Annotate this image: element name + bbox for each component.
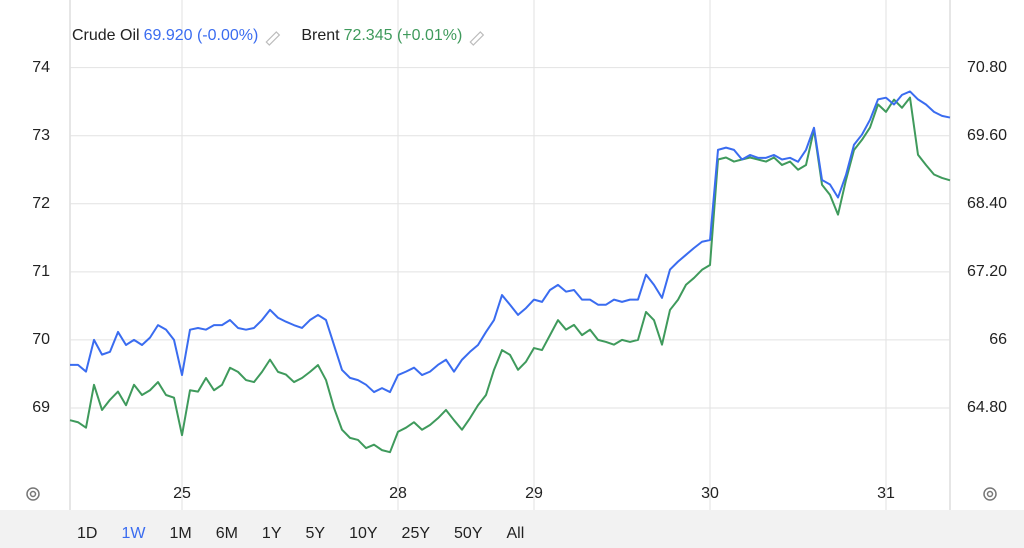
- range-button[interactable]: 1D: [77, 525, 97, 542]
- legend-value[interactable]: 69.920 (-0.00%): [144, 27, 259, 44]
- x-tick-label: 30: [701, 485, 719, 502]
- y2-tick-label: 66: [989, 331, 1007, 348]
- legend-value[interactable]: 72.345 (+0.01%): [344, 27, 463, 44]
- edit-icon[interactable]: [469, 31, 485, 46]
- x-tick-label: 29: [525, 485, 543, 502]
- series-line: [70, 90, 951, 394]
- legend-name[interactable]: Crude Oil: [72, 27, 140, 44]
- range-button[interactable]: All: [506, 525, 524, 542]
- range-button[interactable]: 1W: [121, 525, 146, 542]
- settings-icon[interactable]: [26, 487, 40, 501]
- y-tick-label: 69: [32, 399, 50, 416]
- range-button[interactable]: 1M: [169, 525, 191, 542]
- range-button[interactable]: 10Y: [349, 525, 378, 542]
- y2-tick-label: 64.80: [967, 399, 1007, 416]
- y2-tick-label: 68.40: [967, 195, 1007, 212]
- y2-tick-label: 70.80: [967, 59, 1007, 76]
- y2-tick-label: 69.60: [967, 127, 1007, 144]
- range-button[interactable]: 5Y: [306, 525, 326, 542]
- range-button[interactable]: 25Y: [402, 525, 431, 542]
- x-tick-label: 25: [173, 485, 191, 502]
- y-tick-label: 72: [32, 195, 50, 212]
- range-button[interactable]: 1Y: [262, 525, 282, 542]
- x-tick-label: 28: [389, 485, 407, 502]
- range-button[interactable]: 50Y: [454, 525, 483, 542]
- legend-name[interactable]: Brent: [301, 27, 340, 44]
- y2-tick-label: 67.20: [967, 263, 1007, 280]
- range-button[interactable]: 6M: [216, 525, 238, 542]
- x-tick-label: 31: [877, 485, 895, 502]
- edit-icon[interactable]: [265, 31, 281, 46]
- series-line: [69, 96, 951, 454]
- y-tick-label: 71: [32, 263, 50, 280]
- toolbar-bg: [0, 510, 1024, 548]
- settings-icon[interactable]: [983, 487, 997, 501]
- y-tick-label: 70: [32, 331, 50, 348]
- y-tick-label: 73: [32, 127, 50, 144]
- y-tick-label: 74: [32, 59, 50, 76]
